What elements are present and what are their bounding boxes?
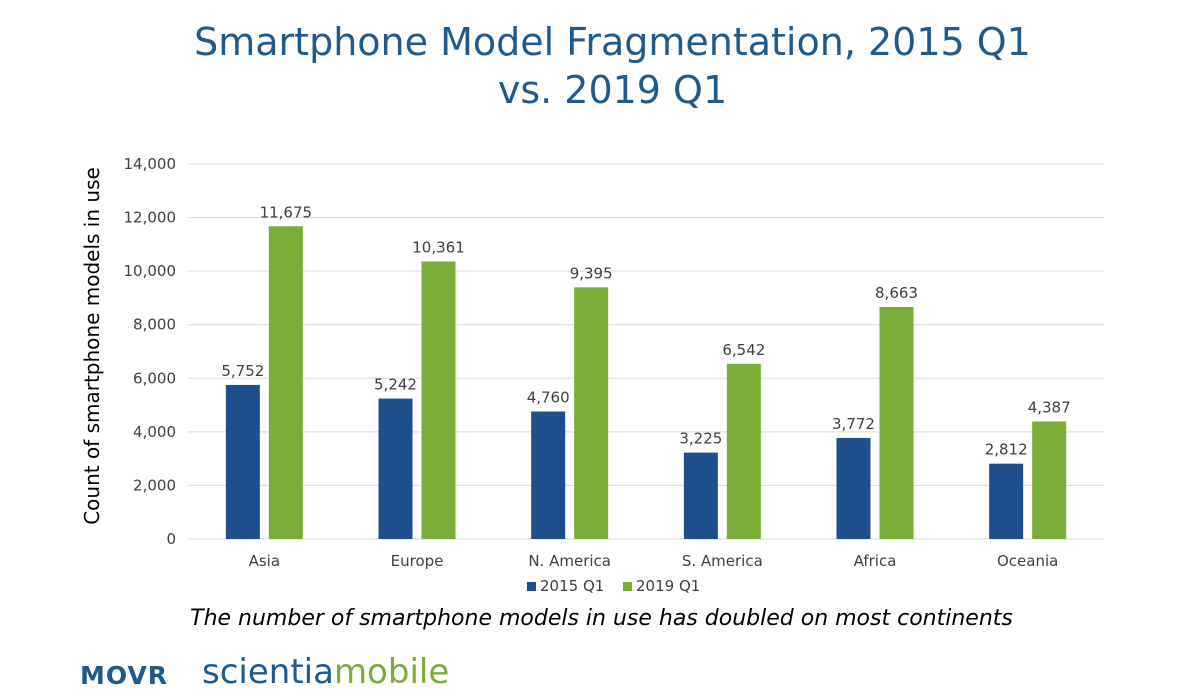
data-label: 4,760 (527, 389, 570, 407)
chart-title-line2: vs. 2019 Q1 (497, 68, 728, 112)
bar (421, 261, 456, 539)
bar (225, 384, 260, 539)
chart-title: Smartphone Model Fragmentation, 2015 Q1 … (0, 18, 1200, 114)
y-tick-label: 14,000 (124, 155, 177, 173)
data-label: 4,387 (1028, 398, 1071, 416)
x-tick-label: Oceania (997, 552, 1058, 570)
chart-title-line1: Smartphone Model Fragmentation, 2015 Q1 (194, 20, 1031, 64)
y-tick-label: 10,000 (124, 262, 177, 280)
x-tick-label: N. America (528, 552, 611, 570)
bar (989, 463, 1024, 539)
data-label: 8,663 (875, 284, 918, 302)
data-label: 10,361 (412, 238, 465, 256)
data-label: 3,772 (832, 415, 875, 433)
y-tick-label: 2,000 (133, 476, 176, 494)
bar (268, 226, 303, 539)
chart-caption: The number of smartphone models in use h… (190, 606, 1013, 631)
data-label: 6,542 (722, 341, 765, 359)
data-label: 2,812 (985, 441, 1028, 459)
y-tick-label: 8,000 (133, 316, 176, 334)
x-tick-label: Africa (854, 552, 897, 570)
legend-label: 2019 Q1 (636, 577, 700, 595)
data-label: 11,675 (260, 203, 313, 221)
legend-label: 2015 Q1 (540, 577, 604, 595)
data-label: 9,395 (570, 264, 613, 282)
y-tick-label: 12,000 (124, 209, 177, 227)
legend-swatch (623, 582, 632, 591)
bar (879, 306, 914, 539)
y-axis-title: Count of smartphone models in use (80, 167, 104, 525)
bar (1032, 421, 1067, 539)
x-tick-label: Europe (391, 552, 444, 570)
bar (378, 398, 413, 539)
data-label: 5,752 (221, 362, 264, 380)
scientiamobile-logo-part1: scientia (202, 652, 334, 692)
y-tick-label: 6,000 (133, 369, 176, 387)
movr-logo: MOVR (80, 661, 169, 690)
legend-swatch (527, 582, 536, 591)
x-tick-label: S. America (682, 552, 763, 570)
y-tick-label: 0 (166, 530, 176, 548)
bar (531, 411, 566, 539)
y-tick-label: 4,000 (133, 423, 176, 441)
scientiamobile-logo: scientiamobile (202, 652, 449, 692)
x-tick-label: Asia (249, 552, 280, 570)
data-label: 3,225 (679, 430, 722, 448)
data-label: 5,242 (374, 376, 417, 394)
bar (836, 437, 871, 539)
bar (683, 452, 718, 539)
scientiamobile-logo-part2: mobile (333, 652, 450, 692)
bar (574, 287, 609, 539)
bar (726, 363, 761, 539)
